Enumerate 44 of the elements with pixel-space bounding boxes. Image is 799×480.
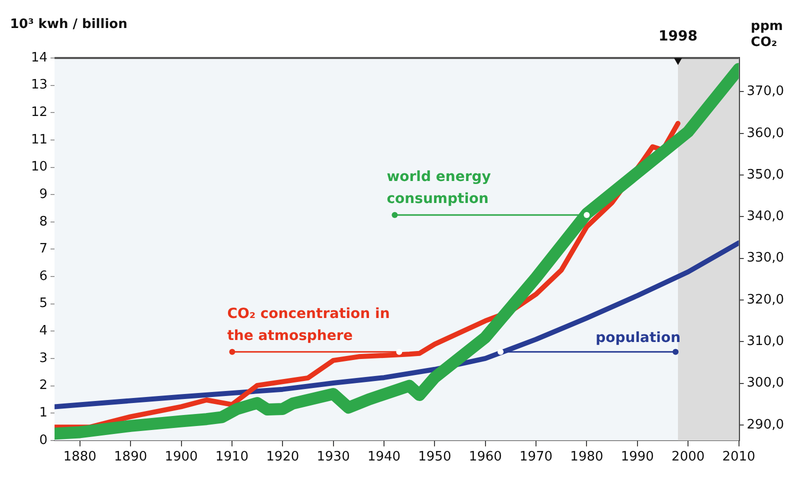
y2-tick-label: 300,0 (746, 376, 784, 391)
x-tick-label: 2010 (722, 450, 756, 465)
x-tick-label: 2000 (672, 450, 705, 465)
y2-tick-label: 330,0 (746, 250, 784, 266)
y2-tick-label: 320,0 (746, 292, 784, 308)
y-tick-label: 9 (39, 186, 48, 202)
band-label: 1998 (658, 28, 698, 45)
x-tick-label: 1910 (215, 450, 248, 465)
x-tick-label: 1930 (316, 450, 350, 465)
y-tick-label: 5 (39, 296, 48, 312)
x-tick-label: 1980 (570, 450, 604, 465)
x-tick-label: 1950 (418, 450, 452, 465)
annotation: population (596, 330, 681, 346)
y2-tick-label: 350,0 (746, 167, 784, 182)
x-tick-label: 1890 (114, 450, 148, 465)
y-tick-label: 2 (39, 378, 48, 394)
y2-tick-label: 310,0 (746, 334, 784, 350)
annotation: CO₂ concentration in the atmosphere (227, 306, 390, 344)
x-tick-label: 1940 (367, 450, 401, 465)
y-tick-label: 14 (30, 50, 48, 66)
x-tick-label: 1960 (468, 450, 502, 465)
x-tick-label: 1900 (164, 450, 198, 465)
x-tick-label: 1970 (520, 450, 553, 465)
y-axis-title: 10³ kwh / billion (10, 17, 128, 32)
y-tick-label: 8 (39, 214, 48, 230)
y2-tick-label: 360,0 (746, 126, 784, 141)
y-tick-label: 7 (39, 242, 48, 257)
y-tick-label: 10 (30, 160, 48, 175)
y-tick-label: 0 (39, 432, 48, 448)
y-tick-label: 4 (39, 324, 48, 339)
y-tick-label: 12 (30, 105, 48, 120)
y-tick-label: 11 (30, 132, 48, 148)
y-tick-label: 13 (30, 78, 48, 93)
y2-axis-title: ppm CO₂ (750, 19, 783, 50)
x-tick-label: 1990 (620, 450, 654, 465)
y-tick-label: 1 (39, 405, 48, 420)
y2-tick-label: 370,0 (746, 84, 784, 100)
y2-tick-label: 290,0 (746, 417, 784, 432)
x-tick-label: 1920 (266, 450, 300, 465)
y2-tick-label: 340,0 (746, 209, 784, 224)
x-tick-label: 1880 (63, 450, 96, 465)
y-tick-label: 6 (39, 268, 48, 284)
y-tick-label: 3 (39, 350, 48, 366)
annotation: world energy consumption (386, 169, 491, 208)
